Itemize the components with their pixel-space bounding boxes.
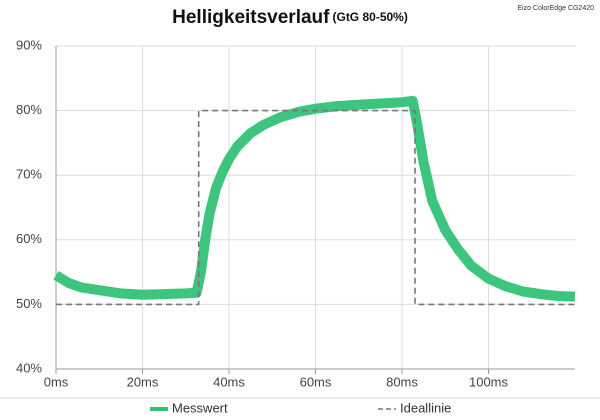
x-tick-label: 40ms xyxy=(213,374,245,389)
chart-subtitle: (GtG 80-50%) xyxy=(332,10,407,24)
x-tick-label: 80ms xyxy=(386,374,418,389)
chart-title: Helligkeitsverlauf xyxy=(172,7,330,28)
device-note: Eizo ColorEdge CG2420 xyxy=(517,5,594,12)
legend-label: Messwert xyxy=(172,400,228,415)
y-tick-label: 60% xyxy=(16,231,42,246)
x-tick-label: 60ms xyxy=(300,374,332,389)
legend-label: Ideallinie xyxy=(400,400,451,415)
series-line xyxy=(53,95,576,302)
x-tick-label: 20ms xyxy=(127,374,159,389)
y-tick-label: 90% xyxy=(16,37,42,52)
series-line xyxy=(56,109,575,306)
x-tick-label: 0ms xyxy=(44,374,69,389)
y-tick-label: 70% xyxy=(16,167,42,182)
y-tick-label: 80% xyxy=(16,102,42,117)
chart-title-group: Helligkeitsverlauf (GtG 80-50%) xyxy=(172,7,408,28)
y-tick-label: 40% xyxy=(16,360,42,375)
x-tick-label: 100ms xyxy=(469,374,509,389)
y-tick-label: 50% xyxy=(16,296,42,311)
